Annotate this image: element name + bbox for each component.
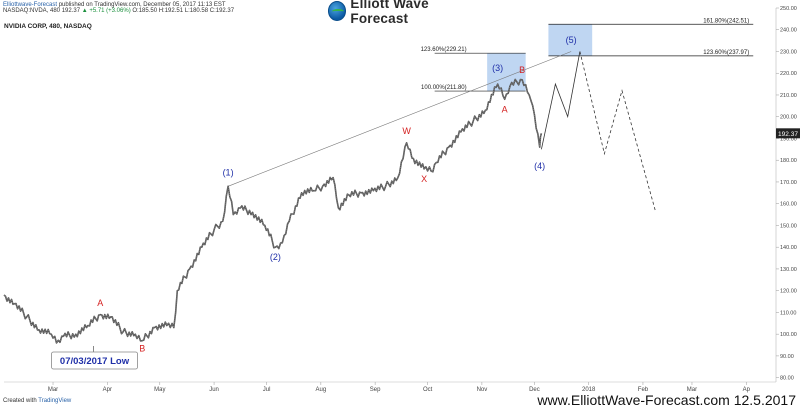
y-tick-label: 80.00	[780, 376, 794, 382]
y-tick-label: 120.00	[780, 289, 797, 295]
publisher-name[interactable]: Elliottwave-Forecast	[3, 2, 58, 8]
brand-logo: Elliott Wave Forecast	[328, 0, 478, 26]
x-tick-label: Jun	[209, 387, 219, 393]
fib-level-label: 123.60%(229.21)	[421, 47, 467, 53]
x-tick-label: Apr	[103, 387, 112, 393]
x-tick-label: Ap	[743, 387, 751, 393]
wave-label: (4)	[534, 161, 545, 171]
last-price-tag	[776, 128, 800, 139]
wave-label: A	[97, 298, 103, 308]
projection-path	[541, 51, 581, 150]
y-tick-label: 140.00	[780, 245, 797, 251]
wave-label: B	[139, 344, 145, 354]
y-tick-label: 130.00	[780, 267, 797, 273]
brand-name: Elliott Wave Forecast	[350, 0, 429, 26]
y-tick-label: 210.00	[780, 93, 797, 99]
y-tick-label: 100.00	[780, 332, 797, 338]
fib-level-label: 100.00%(211.80)	[421, 85, 467, 91]
last-price-value: 192.37	[778, 131, 798, 138]
wave-label: B	[519, 65, 525, 75]
x-tick-label: 2018	[582, 387, 596, 393]
fib-level-label: 123.60%(237.97)	[703, 50, 749, 56]
x-tick-label: Mar	[48, 387, 58, 393]
footer-created: Created with TradingView	[3, 398, 71, 404]
x-tick-label: Sep	[370, 387, 381, 393]
y-tick-label: 160.00	[780, 202, 797, 208]
trendline	[227, 51, 572, 187]
y-tick-label: 240.00	[780, 28, 797, 34]
x-tick-label: Feb	[638, 387, 649, 393]
price-series-line	[3, 78, 543, 344]
low-label-box	[51, 351, 138, 370]
quote-change: ▲ +5.71 (+3.06%)	[81, 8, 131, 14]
x-tick-label: Oct	[423, 387, 433, 393]
y-tick-label: 190.00	[780, 136, 797, 142]
y-tick-label: 200.00	[780, 115, 797, 121]
quote-symbol: NASDAQ:NVDA, 480	[3, 8, 61, 14]
fib-level-label: 161.80%(242.51)	[703, 18, 749, 24]
quote-price: 192.37	[60, 8, 82, 14]
chart-title: NVIDIA CORP, 480, NASDAQ	[4, 23, 92, 30]
y-tick-label: 230.00	[780, 49, 797, 55]
low-label-text: 07/03/2017 Low	[60, 356, 130, 367]
price-bars-texture	[3, 78, 542, 344]
wave-label: W	[402, 126, 411, 136]
y-tick-label: 250.00	[780, 6, 797, 12]
y-tick-label: 110.00	[780, 310, 796, 316]
y-tick-label: 220.00	[780, 71, 797, 77]
created-with-text: Created with	[3, 398, 39, 404]
wave-label: (5)	[566, 35, 577, 45]
wave-label: (2)	[270, 252, 281, 262]
tradingview-link[interactable]: TradingView	[38, 398, 72, 404]
projection-path-dashed	[579, 51, 656, 211]
wave-label: (3)	[492, 63, 503, 73]
wave-label: (1)	[223, 167, 234, 177]
y-tick-label: 170.00	[780, 180, 797, 186]
fib-target-zone	[548, 24, 593, 56]
globe-icon	[328, 1, 347, 21]
x-tick-label: Dec	[529, 387, 540, 393]
chart-header: Elliottwave-Forecast published on Tradin…	[3, 2, 234, 14]
x-tick-label: May	[154, 387, 165, 393]
y-tick-label: 90.00	[780, 354, 794, 360]
x-tick-label: Jul	[263, 387, 271, 393]
y-tick-label: 150.00	[780, 223, 797, 229]
x-tick-label: Nov	[477, 387, 488, 393]
wave-label: A	[502, 104, 508, 114]
x-tick-label: Mar	[687, 387, 697, 393]
y-tick-label: 180.00	[780, 158, 797, 164]
quote-ohlc: O:185.50 H:192.51 L:180.58 C:192.37	[130, 8, 235, 14]
wave-label: X	[421, 174, 427, 184]
footer-website: www.ElliottWave-Forecast.com 12.5.2017	[537, 392, 796, 408]
published-text: published on TradingView.com, December 0…	[57, 2, 226, 8]
x-tick-label: Aug	[316, 387, 327, 393]
